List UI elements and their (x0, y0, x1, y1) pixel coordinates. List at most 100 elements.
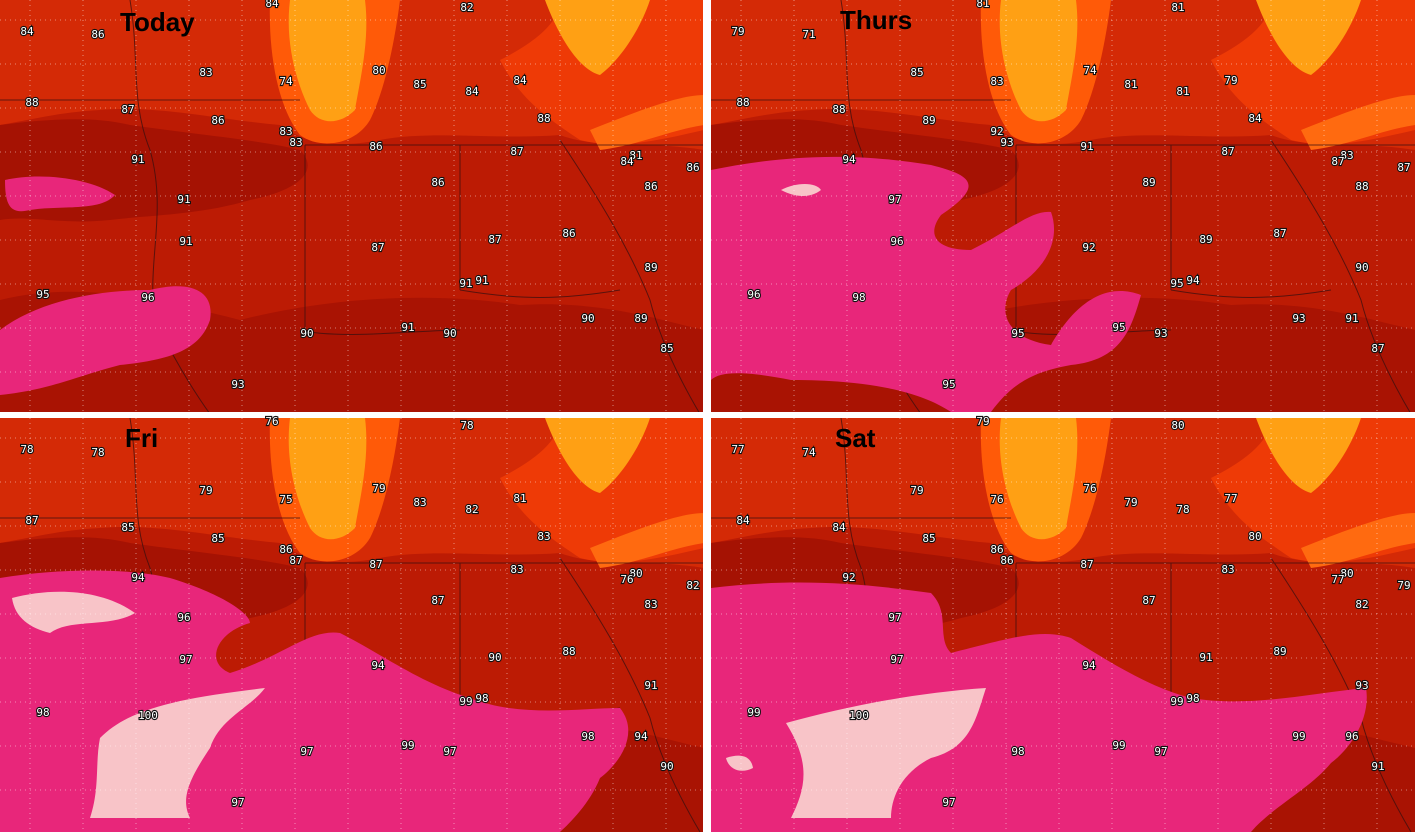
temperature-label: 88 (1355, 180, 1368, 193)
temperature-label: 84 (1248, 112, 1262, 125)
temperature-label: 87 (1397, 161, 1410, 174)
temperature-label: 98 (1186, 692, 1199, 705)
temperature-label: 96 (747, 288, 760, 301)
temperature-label: 83 (279, 125, 292, 138)
temperature-label: 90 (300, 327, 313, 340)
temperature-label: 92 (1082, 241, 1095, 254)
temperature-label: 88 (832, 103, 845, 116)
temperature-label: 81 (513, 492, 526, 505)
temperature-label: 88 (562, 645, 575, 658)
temperature-label: 91 (131, 153, 144, 166)
temperature-label: 83 (1221, 563, 1234, 576)
temperature-label: 75 (279, 493, 292, 506)
temperature-label: 94 (131, 571, 145, 584)
temperature-label: 74 (279, 75, 293, 88)
temperature-label: 81 (1171, 1, 1184, 14)
temperature-label: 91 (1199, 651, 1212, 664)
temperature-label: 90 (581, 312, 594, 325)
temperature-label: 96 (1345, 730, 1358, 743)
temperature-label: 80 (1248, 530, 1261, 543)
temperature-label: 93 (1000, 136, 1013, 149)
panel-title: Today (120, 7, 195, 37)
temperature-label: 94 (371, 659, 385, 672)
temperature-label: 76 (1083, 482, 1096, 495)
temperature-label: 83 (1340, 149, 1353, 162)
temperature-label: 95 (1170, 277, 1183, 290)
temperature-label: 100 (849, 709, 869, 722)
temperature-label: 82 (686, 579, 699, 592)
temperature-label: 78 (91, 446, 104, 459)
temperature-label: 99 (1292, 730, 1305, 743)
temperature-label: 79 (372, 482, 385, 495)
temperature-label: 93 (231, 378, 244, 391)
temperature-label: 97 (179, 653, 192, 666)
temperature-label: 95 (36, 288, 49, 301)
temperature-label: 99 (747, 706, 760, 719)
temperature-label: 87 (371, 241, 384, 254)
temperature-label: 81 (629, 149, 642, 162)
temperature-label: 91 (1345, 312, 1358, 325)
temperature-label: 87 (510, 145, 523, 158)
temperature-label: 95 (1112, 321, 1125, 334)
temperature-label: 79 (976, 415, 989, 428)
temperature-label: 87 (25, 514, 38, 527)
temperature-label: 87 (1221, 145, 1234, 158)
temperature-label: 86 (279, 543, 292, 556)
temperature-label: 77 (731, 443, 744, 456)
temperature-label: 83 (413, 496, 426, 509)
temperature-label: 81 (1176, 85, 1189, 98)
temperature-label: 86 (990, 543, 1003, 556)
temperature-label: 97 (300, 745, 313, 758)
temperature-label: 98 (852, 291, 865, 304)
temperature-label: 91 (177, 193, 190, 206)
temperature-label: 85 (413, 78, 426, 91)
temperature-label: 88 (25, 96, 38, 109)
panel-thurs (711, 0, 1415, 414)
temperature-label: 99 (1170, 695, 1183, 708)
temperature-label: 91 (644, 679, 657, 692)
temperature-label: 88 (736, 96, 749, 109)
temperature-label: 79 (1397, 579, 1410, 592)
temperature-label: 87 (1080, 558, 1093, 571)
temperature-label: 89 (634, 312, 647, 325)
temperature-label: 94 (634, 730, 648, 743)
temperature-label: 79 (910, 484, 923, 497)
panel-sat (711, 418, 1415, 832)
temperature-label: 82 (465, 503, 478, 516)
temperature-label: 83 (537, 530, 550, 543)
temperature-label: 87 (488, 233, 501, 246)
temperature-label: 79 (1224, 74, 1237, 87)
temperature-label: 87 (121, 103, 134, 116)
temperature-label: 76 (265, 415, 278, 428)
temperature-label: 90 (660, 760, 673, 773)
temperature-label: 89 (1273, 645, 1286, 658)
temperature-label: 99 (401, 739, 414, 752)
temperature-label: 93 (1292, 312, 1305, 325)
temperature-label: 80 (1171, 419, 1184, 432)
temperature-label: 89 (922, 114, 935, 127)
temperature-label: 85 (922, 532, 935, 545)
temperature-label: 81 (1124, 78, 1137, 91)
temperature-label: 80 (629, 567, 642, 580)
temperature-label: 84 (465, 85, 479, 98)
temperature-label: 76 (620, 573, 633, 586)
temperature-label: 79 (1124, 496, 1137, 509)
temperature-label: 84 (265, 0, 279, 10)
temperature-label: 96 (890, 235, 903, 248)
panel-fri (0, 418, 704, 832)
temperature-label: 81 (976, 0, 989, 10)
temperature-label: 85 (211, 532, 224, 545)
temperature-label: 92 (990, 125, 1003, 138)
temperature-label: 77 (1224, 492, 1237, 505)
temperature-label: 96 (177, 611, 190, 624)
temperature-label: 87 (1142, 594, 1155, 607)
temperature-label: 92 (842, 571, 855, 584)
temperature-label: 87 (431, 594, 444, 607)
temperature-label: 84 (832, 521, 846, 534)
panel-title: Thurs (840, 5, 912, 35)
temperature-label: 85 (910, 66, 923, 79)
temperature-label: 78 (460, 419, 473, 432)
temperature-label: 89 (1199, 233, 1212, 246)
